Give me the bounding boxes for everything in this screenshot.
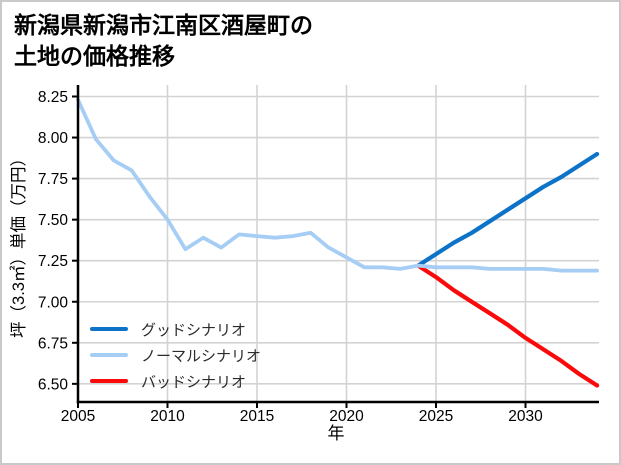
- bad-scenario-label: バッドシナリオ: [141, 373, 247, 391]
- chart-title: 新潟県新潟市江南区酒屋町の 土地の価格推移: [14, 10, 313, 72]
- x-tick-label-2015: 2015: [240, 408, 274, 425]
- legend-item-normal-scenario: ノーマルシナリオ: [90, 342, 261, 368]
- y-tick-label-8.00: 8.00: [38, 130, 69, 147]
- bad-scenario-swatch: [90, 379, 128, 383]
- legend-item-bad-scenario: バッドシナリオ: [90, 368, 261, 394]
- chart-title-line1: 新潟県新潟市江南区酒屋町の: [14, 12, 313, 38]
- good-scenario-label: グッドシナリオ: [141, 321, 247, 339]
- good-scenario-line: [416, 151, 600, 268]
- x-tick-label-2010: 2010: [150, 408, 185, 425]
- axes: [72, 85, 599, 408]
- bad-scenario-line: [416, 263, 600, 388]
- chart-title-line2: 土地の価格推移: [14, 43, 175, 69]
- y-tick-label-6.50: 6.50: [38, 376, 69, 393]
- legend-item-good-scenario: グッドシナリオ: [90, 316, 261, 342]
- y-tick-label-7.25: 7.25: [38, 253, 68, 270]
- y-tick-label-7.75: 7.75: [38, 171, 68, 188]
- x-axis-label: 年: [328, 424, 345, 443]
- x-tick-label-2020: 2020: [329, 408, 364, 425]
- normal-scenario-label: ノーマルシナリオ: [141, 347, 262, 365]
- good-scenario-swatch: [90, 327, 128, 331]
- y-tick-label-7.00: 7.00: [38, 294, 69, 311]
- x-tick-label-2025: 2025: [419, 408, 453, 425]
- y-axis-label: 坪（3.3㎡）単価（万円）: [9, 150, 28, 338]
- y-tick-label-8.25: 8.25: [38, 89, 68, 106]
- x-tick-label-2030: 2030: [508, 408, 543, 425]
- series-lines: [76, 97, 600, 388]
- gridlines: [78, 85, 599, 402]
- tick-labels: 2005 2010 2015 2020 2025 2030 6.50 6.75 7.00 7.25…: [38, 89, 543, 425]
- chart-legend: グッドシナリオ ノーマルシナリオ バッドシナリオ: [90, 316, 261, 394]
- normal-scenario-swatch: [90, 353, 128, 357]
- y-tick-label-6.75: 6.75: [38, 335, 68, 352]
- normal-scenario-line: [76, 97, 599, 273]
- x-tick-label-2005: 2005: [61, 408, 95, 425]
- y-tick-label-7.50: 7.50: [38, 212, 69, 229]
